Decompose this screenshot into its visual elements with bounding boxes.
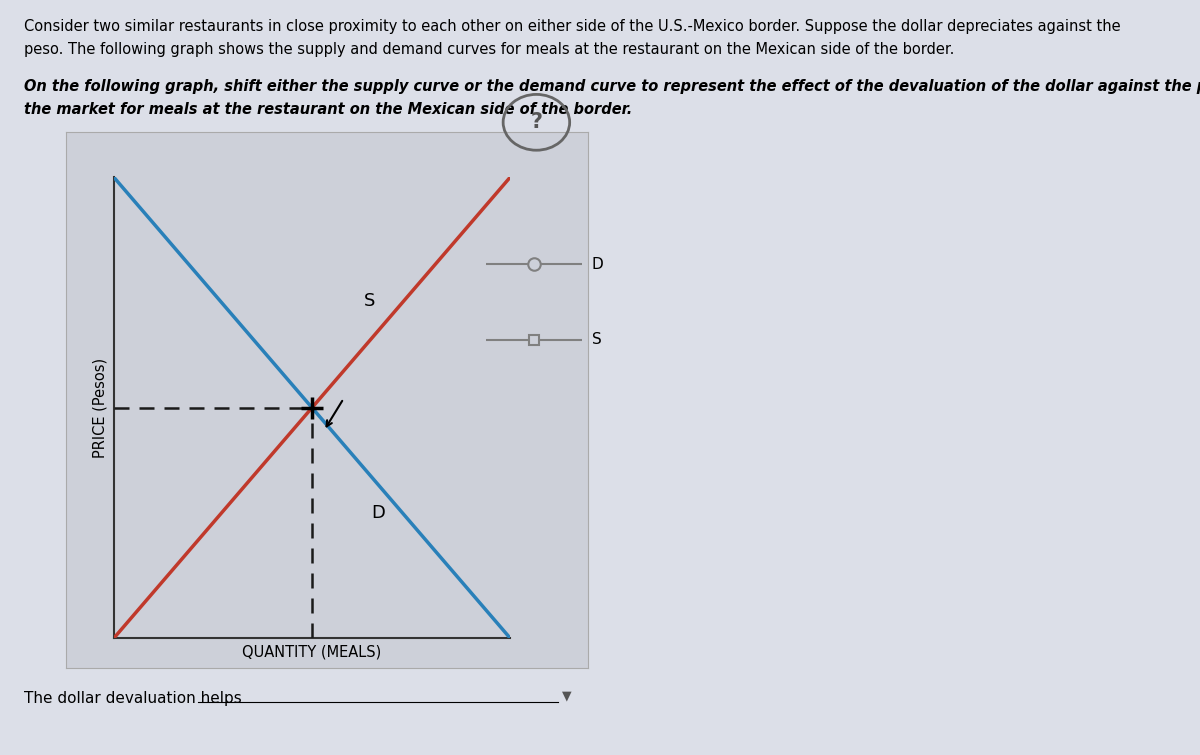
Text: On the following graph, shift either the supply curve or the demand curve to rep: On the following graph, shift either the…	[24, 79, 1200, 94]
Text: Consider two similar restaurants in close proximity to each other on either side: Consider two similar restaurants in clos…	[24, 19, 1121, 34]
Y-axis label: PRICE (Pesos): PRICE (Pesos)	[92, 358, 107, 458]
Text: The dollar devaluation helps: The dollar devaluation helps	[24, 691, 241, 706]
Text: D: D	[372, 504, 385, 522]
Text: ?: ?	[530, 112, 542, 132]
Text: D: D	[592, 257, 604, 272]
Text: ▼: ▼	[562, 690, 571, 703]
X-axis label: QUANTITY (MEALS): QUANTITY (MEALS)	[242, 645, 382, 660]
Text: the market for meals at the restaurant on the Mexican side of the border.: the market for meals at the restaurant o…	[24, 102, 632, 117]
Text: S: S	[364, 292, 374, 310]
Text: peso. The following graph shows the supply and demand curves for meals at the re: peso. The following graph shows the supp…	[24, 42, 954, 57]
Text: S: S	[592, 332, 601, 347]
